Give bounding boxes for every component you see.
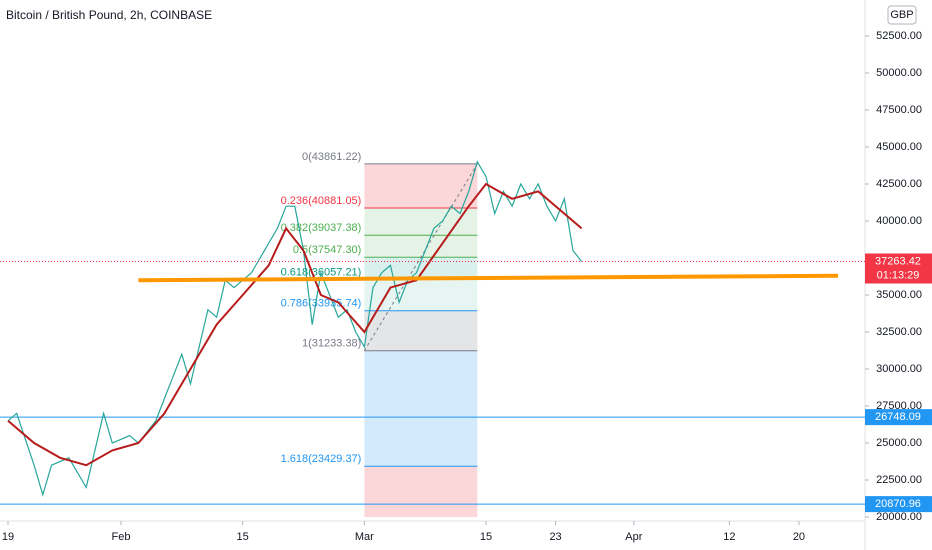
y-tick-label: 25000.00 <box>876 437 922 449</box>
x-tick-label: 12 <box>723 531 735 543</box>
currency: GBP <box>890 9 913 21</box>
last-price-label: 37263.42 <box>875 255 921 267</box>
fib-zone <box>364 235 478 258</box>
price-line <box>7 182 583 467</box>
y-tick-label: 27500.00 <box>876 400 922 412</box>
price-badge-label: 20870.96 <box>875 498 921 510</box>
fib-label: 0.236(40881.05) <box>281 195 362 207</box>
fib-zone <box>364 466 478 517</box>
fib-label: 0.5(37547.30) <box>293 244 362 256</box>
last-price-badge <box>865 253 932 284</box>
price-badge-label: 26748.09 <box>875 411 921 423</box>
fib-zone <box>364 163 478 208</box>
y-tick-label: 22500.00 <box>876 474 922 486</box>
y-tick-label: 50000.00 <box>876 67 922 79</box>
fib-zone <box>364 310 478 351</box>
trend-line <box>138 273 839 283</box>
y-tick-label: 20000.00 <box>876 511 922 523</box>
y-tick-label: 52500.00 <box>876 30 922 42</box>
price-badge <box>865 409 932 426</box>
chart-title: Bitcoin / British Pound, 2h, COINBASE <box>6 8 212 22</box>
fib-trend <box>363 163 478 352</box>
fib-zone <box>364 279 478 311</box>
fib-label: 1(31233.38) <box>302 338 361 350</box>
x-tick-label: 15 <box>237 531 249 543</box>
price-line <box>7 160 583 497</box>
y-tick-label: 47500.00 <box>876 104 922 116</box>
countdown: 01:13:29 <box>877 269 920 281</box>
fib-label: 1.618(23429.37) <box>281 453 362 465</box>
x-tick-label: Mar <box>355 531 374 543</box>
y-tick-label: 32500.00 <box>876 326 922 338</box>
y-tick-label: 45000.00 <box>876 141 922 153</box>
y-tick-label: 30000.00 <box>876 363 922 375</box>
x-tick-label: Apr <box>625 531 642 543</box>
y-tick-label: 40000.00 <box>876 215 922 227</box>
x-tick-label: Feb <box>112 531 131 543</box>
fib-label: 0(43861.22) <box>302 151 361 163</box>
fib-label: 0.382(39037.38) <box>281 222 362 234</box>
x-tick-label: 19 <box>2 531 14 543</box>
x-tick-label: 23 <box>549 531 561 543</box>
y-tick-label: 42500.00 <box>876 178 922 190</box>
fib-label: 0.786(33935.74) <box>281 298 362 310</box>
currency-box[interactable] <box>887 5 917 25</box>
fib-zone <box>364 350 478 467</box>
y-tick-label: 35000.00 <box>876 289 922 301</box>
x-tick-label: 20 <box>793 531 805 543</box>
x-tick-label: 15 <box>480 531 492 543</box>
price-badge <box>865 496 932 513</box>
